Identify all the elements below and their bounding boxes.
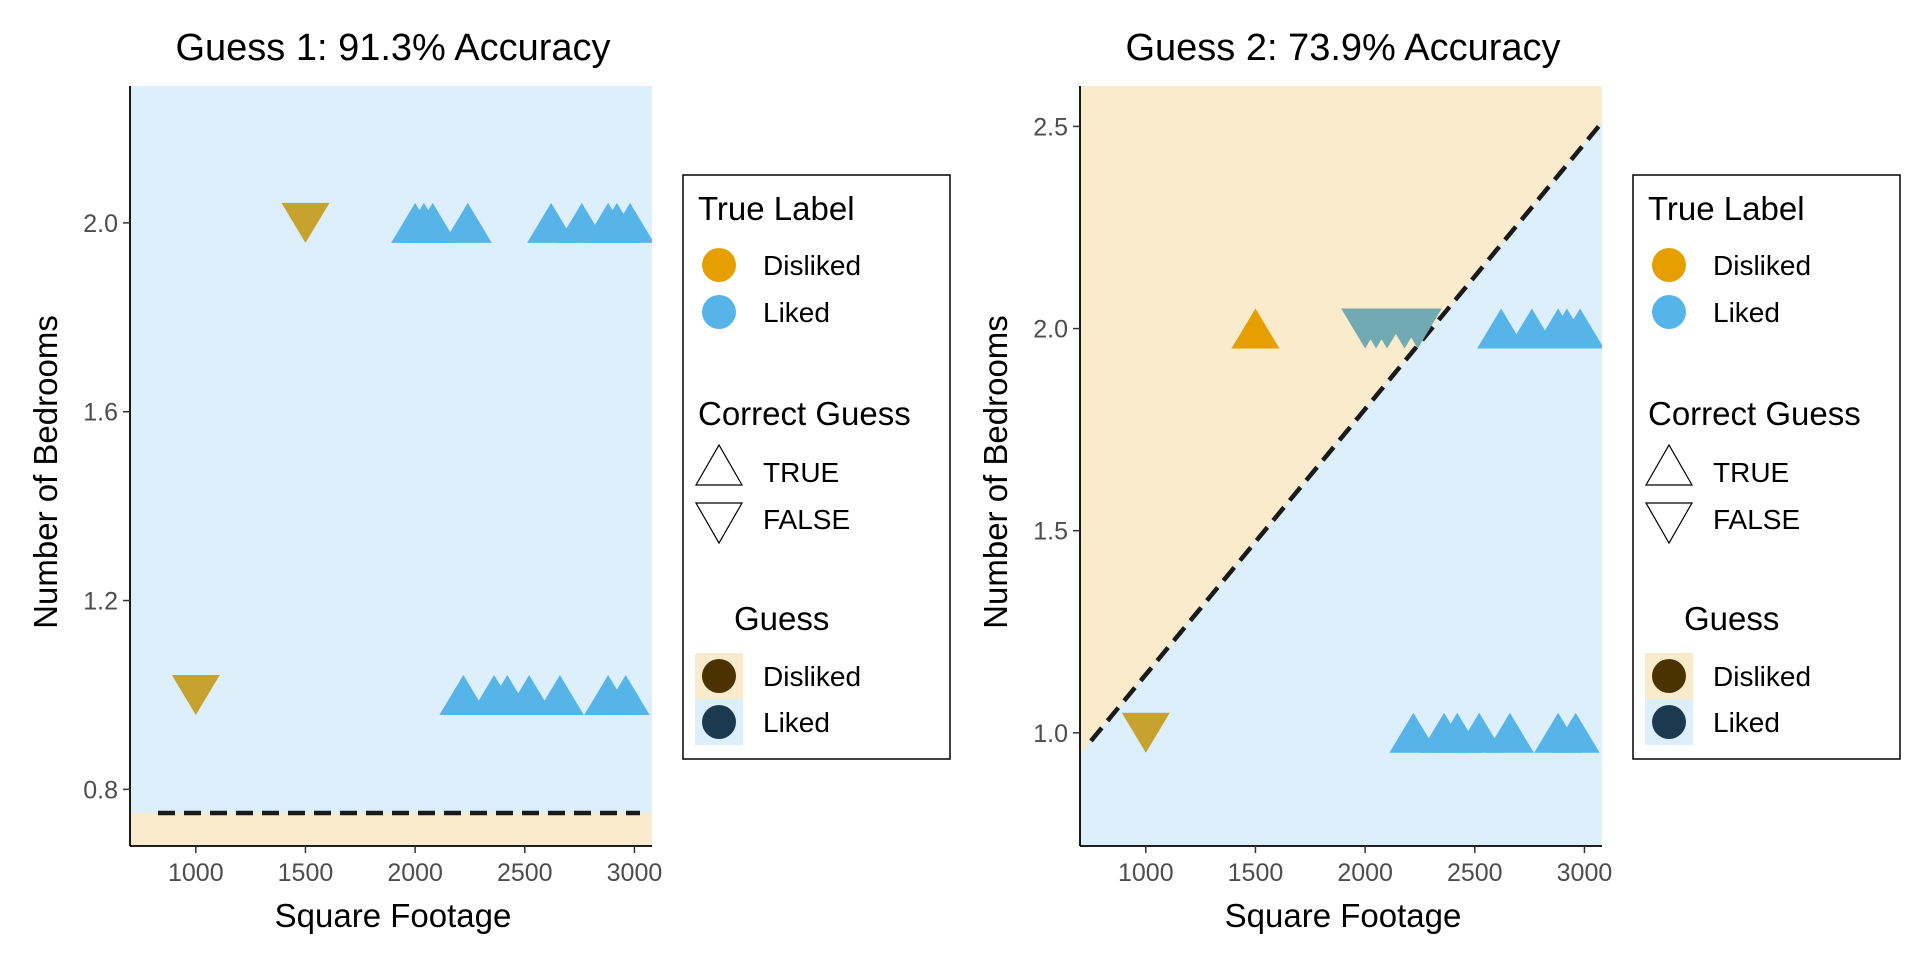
triangle-up-icon: [694, 443, 744, 486]
x-tick-label: 2500: [1447, 859, 1503, 887]
x-tick-label: 2000: [1337, 859, 1393, 887]
y-tick-label: 2.0: [83, 210, 118, 238]
plot-area: 1000 1500 2000 2500 3000 1.0 1.5 2.0 2.5: [1033, 86, 1612, 887]
plot-area: 1000 1500 2000 2500 3000 0.8 1.2 1.6 2.0: [83, 86, 662, 887]
panel-guess-2: Guess 2: 73.9% Accuracy 1000 1500 2000 2500…: [977, 27, 1612, 934]
legend-key-true-disliked: [1652, 248, 1686, 282]
x-axis-title: Square Footage: [275, 897, 512, 934]
y-tick-label: 1.5: [1033, 518, 1068, 546]
decision-boundary: [1089, 120, 1602, 743]
data-point: [443, 202, 492, 243]
data-point: [1556, 308, 1602, 349]
legend-panel-2: True Label Disliked Liked Correct Guess …: [1632, 174, 1901, 760]
data-point: [1393, 308, 1442, 349]
x-tick-label: 2000: [387, 859, 443, 887]
plot-content: [130, 86, 652, 846]
legend-key-guess-liked: [702, 705, 736, 739]
legend-title-true-label: True Label: [698, 190, 855, 227]
triangle-down-icon: [1644, 502, 1694, 545]
x-tick-label: 1000: [1118, 859, 1174, 887]
legend-label-true: TRUE: [763, 457, 839, 488]
y-tick-label: 2.0: [1033, 316, 1068, 344]
y-tick-label: 1.2: [83, 588, 118, 616]
data-point: [439, 674, 488, 715]
y-tick-label: 1.6: [83, 399, 118, 427]
legend-title-true-label: True Label: [1648, 190, 1805, 227]
data-point: [1485, 712, 1534, 753]
data-point: [527, 202, 576, 243]
data-point: [1477, 308, 1526, 349]
y-tick-label: 2.5: [1033, 113, 1068, 141]
data-point: [601, 674, 650, 715]
data-point: [281, 202, 330, 243]
panel-guess-1: Guess 1: 91.3% Accuracy 1000 1500 2000 2500…: [27, 27, 662, 934]
x-tick-label: 1500: [278, 859, 334, 887]
legend-key-true-disliked: [702, 248, 736, 282]
legend-key-true-liked: [1652, 295, 1686, 329]
data-point: [171, 674, 220, 715]
legend-label-true: TRUE: [1713, 457, 1789, 488]
y-tick-label: 0.8: [83, 776, 118, 804]
triangle-up-icon: [1644, 443, 1694, 486]
x-tick-label: 1000: [168, 859, 224, 887]
legend-label-guess-disliked: Disliked: [1713, 661, 1811, 692]
data-point: [1551, 712, 1600, 753]
plot-content: [1080, 86, 1602, 846]
legend-key-guess-liked: [1652, 705, 1686, 739]
data-point: [606, 202, 652, 243]
legend-label-false: FALSE: [1713, 504, 1800, 535]
legend-key-guess-disliked: [702, 659, 736, 693]
y-tick-label: 1.0: [1033, 720, 1068, 748]
legend-label-guess-liked: Liked: [1713, 707, 1780, 738]
legend-key-guess-disliked: [1652, 659, 1686, 693]
triangle-down-icon: [694, 502, 744, 545]
y-axis-title: Number of Bedrooms: [27, 315, 64, 629]
data-point: [535, 674, 584, 715]
legend-label-guess-disliked: Disliked: [763, 661, 861, 692]
legend-title-guess: Guess: [734, 600, 829, 637]
data-point: [1121, 712, 1170, 753]
legend-title-guess: Guess: [1684, 600, 1779, 637]
legend-label-true-disliked: Disliked: [1713, 250, 1811, 281]
legend-key-true-liked: [702, 295, 736, 329]
legend-title-correct-guess: Correct Guess: [1648, 395, 1861, 432]
legend-panel-1: True Label Disliked Liked Correct Guess …: [682, 174, 951, 760]
legend-label-false: FALSE: [763, 504, 850, 535]
y-axis-title: Number of Bedrooms: [977, 315, 1014, 629]
x-axis-title: Square Footage: [1225, 897, 1462, 934]
x-tick-label: 1500: [1228, 859, 1284, 887]
legend-label-true-liked: Liked: [1713, 297, 1780, 328]
data-point: [408, 202, 457, 243]
region-disliked: [130, 812, 652, 846]
data-point: [1389, 712, 1438, 753]
chart-title: Guess 2: 73.9% Accuracy: [1125, 27, 1560, 69]
chart-title: Guess 1: 91.3% Accuracy: [175, 27, 610, 69]
legend-label-true-liked: Liked: [763, 297, 830, 328]
x-tick-label: 2500: [497, 859, 553, 887]
region-disliked: [1080, 86, 1602, 755]
data-point: [1231, 308, 1280, 349]
data-point: [505, 674, 554, 715]
x-tick-label: 3000: [607, 859, 663, 887]
legend-label-true-disliked: Disliked: [763, 250, 861, 281]
data-point: [1455, 712, 1504, 753]
x-tick-label: 3000: [1557, 859, 1613, 887]
legend-label-guess-liked: Liked: [763, 707, 830, 738]
legend-title-correct-guess: Correct Guess: [698, 395, 911, 432]
